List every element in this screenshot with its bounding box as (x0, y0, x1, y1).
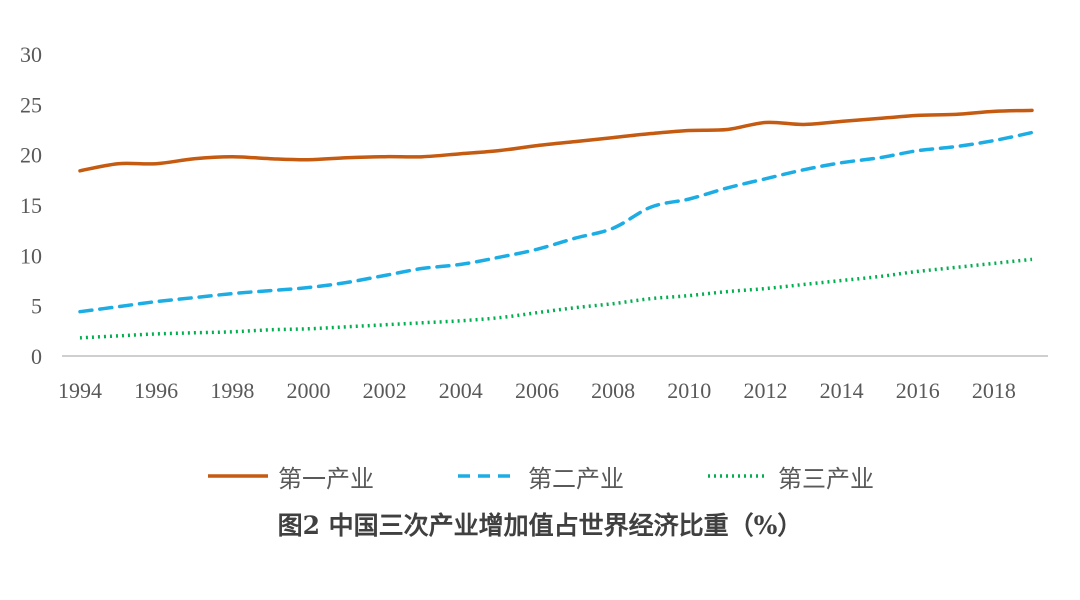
x-tick-label: 2014 (820, 378, 864, 403)
series-line-secondary (78, 130, 1034, 314)
series-line-primary (78, 108, 1034, 173)
y-tick-label: 15 (20, 193, 42, 218)
legend-swatch-primary (208, 474, 268, 478)
y-tick-label: 25 (20, 92, 42, 117)
y-tick-label: 30 (20, 42, 42, 67)
x-tick-label: 2000 (286, 378, 330, 403)
x-tick-label: 2002 (363, 378, 407, 403)
y-tick-label: 10 (20, 243, 42, 268)
legend-item-secondary: 第二产业 (458, 458, 624, 494)
x-tick-label: 1994 (58, 378, 102, 403)
x-tick-label: 2006 (515, 378, 559, 403)
legend-swatch-tertiary (708, 474, 768, 478)
legend-label-primary: 第一产业 (278, 464, 374, 493)
y-axis-ticks: 0 5 10 15 20 25 30 (20, 42, 42, 369)
x-tick-label: 2010 (667, 378, 711, 403)
legend: 第一产业 第二产业 第三产业 (0, 458, 1080, 494)
x-tick-label: 1998 (210, 378, 254, 403)
legend-label-tertiary: 第三产业 (778, 464, 874, 493)
y-tick-label: 0 (31, 344, 42, 369)
x-axis-ticks: 1994 1996 1998 2000 2002 2004 2006 2008 2010 2012… (58, 378, 1016, 403)
legend-swatch-secondary (458, 474, 518, 478)
y-tick-label: 5 (31, 294, 42, 319)
legend-item-primary: 第一产业 (208, 458, 374, 494)
x-tick-label: 2016 (896, 378, 940, 403)
legend-item-tertiary: 第三产业 (708, 458, 874, 494)
line-chart: 0 5 10 15 20 25 30 1994 1996 1998 2000 2002 2004 200… (20, 42, 1048, 403)
legend-label-secondary: 第二产业 (528, 464, 624, 493)
x-tick-label: 2018 (972, 378, 1016, 403)
x-tick-label: 2008 (591, 378, 635, 403)
x-tick-label: 2004 (439, 378, 483, 403)
series-lines (78, 108, 1034, 340)
x-tick-label: 1996 (134, 378, 178, 403)
y-tick-label: 20 (20, 143, 42, 168)
series-line-tertiary (79, 257, 1033, 340)
chart-title: 图2 中国三次产业增加值占世界经济比重（%） (277, 511, 803, 540)
x-tick-label: 2012 (743, 378, 787, 403)
